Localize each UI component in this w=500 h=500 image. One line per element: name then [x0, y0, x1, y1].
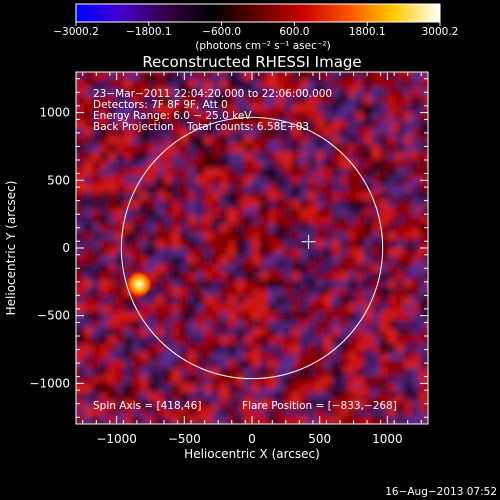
flare-position-label: Flare Position = [−833,−268]	[242, 400, 397, 412]
colorbar-gradient	[75, 3, 441, 23]
image-title: Reconstructed RHESSI Image	[142, 53, 361, 71]
spin-axis-marker	[301, 234, 316, 249]
info-line-energy: Energy Range: 6.0 − 25.0 keV	[93, 110, 252, 122]
x-axis-label: Heliocentric X (arcsec)	[184, 447, 320, 461]
y-tick-label: −500	[37, 309, 70, 323]
timestamp: 16−Aug−2013 07:52	[385, 486, 497, 498]
plot-area: 23−Mar−2011 22:04:20.000 to 22:06:00.000…	[75, 71, 429, 425]
solar-limb-circle	[120, 116, 384, 380]
x-tick-labels: −1000 −500 0 500 1000	[96, 432, 402, 446]
info-line-time: 23−Mar−2011 22:04:20.000 to 22:06:00.000	[93, 88, 332, 100]
flare-source	[125, 270, 154, 299]
y-axis-label: Heliocentric Y (arcsec)	[4, 181, 18, 316]
y-tick-label: 0	[62, 241, 70, 255]
colorbar-tick-label: 3000.2	[422, 26, 459, 38]
x-tick-label: 1000	[372, 432, 403, 446]
colorbar-unit-label: (photons cm⁻² s⁻¹ asec⁻²)	[195, 40, 330, 52]
y-tick-label: 1000	[39, 106, 70, 120]
colorbar-tick-label: 600.0	[279, 26, 309, 38]
x-tick-label: −1000	[96, 432, 137, 446]
spin-axis-label: Spin Axis = [418,46]	[93, 400, 201, 412]
x-tick-label: 0	[248, 432, 256, 446]
info-line-method: Back Projection Total counts: 6.58E+03	[93, 121, 309, 133]
y-tick-labels: −1000 −500 0 500 1000	[29, 106, 70, 391]
x-tick-label: −500	[168, 432, 201, 446]
colorbar: −3000.2 −1800.1 −600.0 600.0 1800.1 3000…	[53, 3, 459, 52]
colorbar-tick-label: −1800.1	[126, 26, 172, 38]
colorbar-tick-label: 1800.1	[349, 26, 386, 38]
x-tick-label: 500	[308, 432, 331, 446]
axis-ticks	[76, 72, 428, 424]
colorbar-tick-label: −600.0	[202, 26, 241, 38]
colorbar-tick-label: −3000.2	[53, 26, 99, 38]
y-tick-label: −1000	[29, 376, 70, 390]
y-tick-label: 500	[47, 173, 70, 187]
colorbar-ticks	[75, 22, 441, 26]
info-line-detectors: Detectors: 7F 8F 9F, Att 0	[93, 99, 228, 111]
